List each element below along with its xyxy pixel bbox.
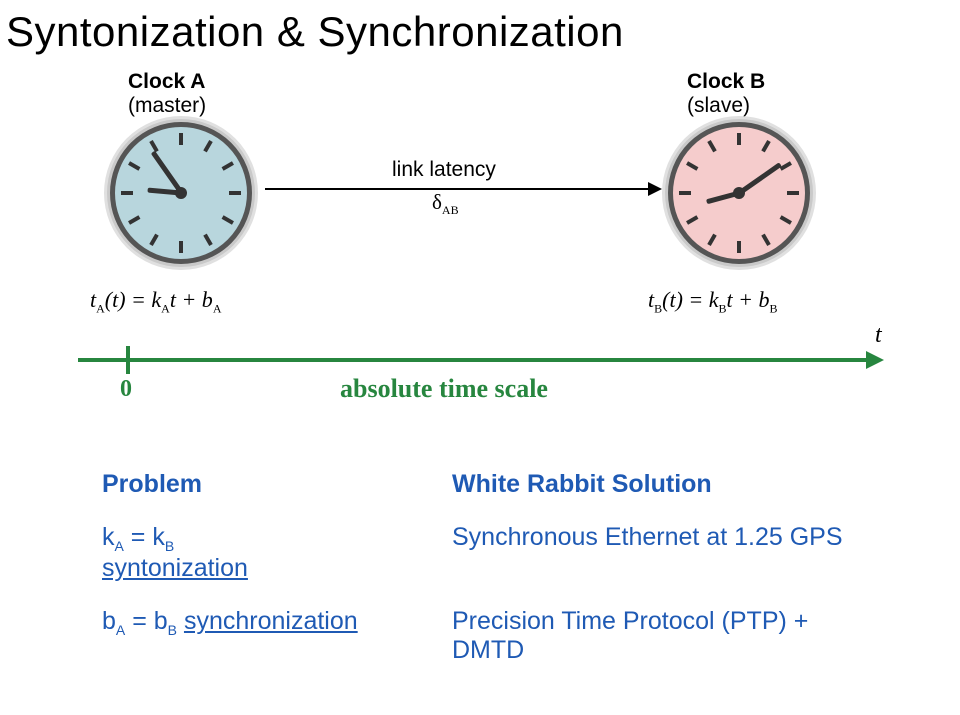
clock-a-hub <box>175 187 187 199</box>
table-header-problem: Problem <box>88 460 438 513</box>
clock-a-title: Clock A <box>128 70 205 94</box>
clock-a-role: (master) <box>128 94 206 118</box>
synchronization-cell: bA = bB synchronization <box>88 597 438 679</box>
table-row: bA = bB synchronization Precision Time P… <box>88 597 872 679</box>
timescale-origin-tick <box>126 346 130 374</box>
delta-ab-label: δAB <box>432 190 459 218</box>
clock-b-title: Clock B <box>687 70 765 94</box>
link-arrow-head <box>648 182 662 196</box>
timescale-arrowhead <box>866 351 884 369</box>
timescale-axis <box>78 358 866 362</box>
clock-b-role: (slave) <box>687 94 750 118</box>
timescale-label: absolute time scale <box>340 374 548 404</box>
syntonization-cell: kA = kBsyntonization <box>88 513 438 597</box>
sync-ethernet-cell: Synchronous Ethernet at 1.25 GPS <box>438 513 872 597</box>
table-row: kA = kBsyntonization Synchronous Etherne… <box>88 513 872 597</box>
timescale-zero: 0 <box>120 376 132 403</box>
table-header-row: Problem White Rabbit Solution <box>88 460 872 513</box>
clock-diagram: Clock A (master) Clock B (slave) link la… <box>70 60 890 420</box>
table-header-solution: White Rabbit Solution <box>438 460 872 513</box>
problem-solution-table: Problem White Rabbit Solution kA = kBsyn… <box>88 460 872 679</box>
clock-b-hub <box>733 187 745 199</box>
ptp-dmtd-cell: Precision Time Protocol (PTP) + DMTD <box>438 597 872 679</box>
equation-b: tB(t) = kBt + bB <box>648 287 778 316</box>
clock-b-face <box>668 122 810 264</box>
page-title: Syntonization & Synchronization <box>6 8 624 56</box>
equation-a: tA(t) = kAt + bA <box>90 287 221 316</box>
link-latency-label: link latency <box>392 158 496 182</box>
clock-a-face <box>110 122 252 264</box>
timescale-var: t <box>875 322 882 349</box>
